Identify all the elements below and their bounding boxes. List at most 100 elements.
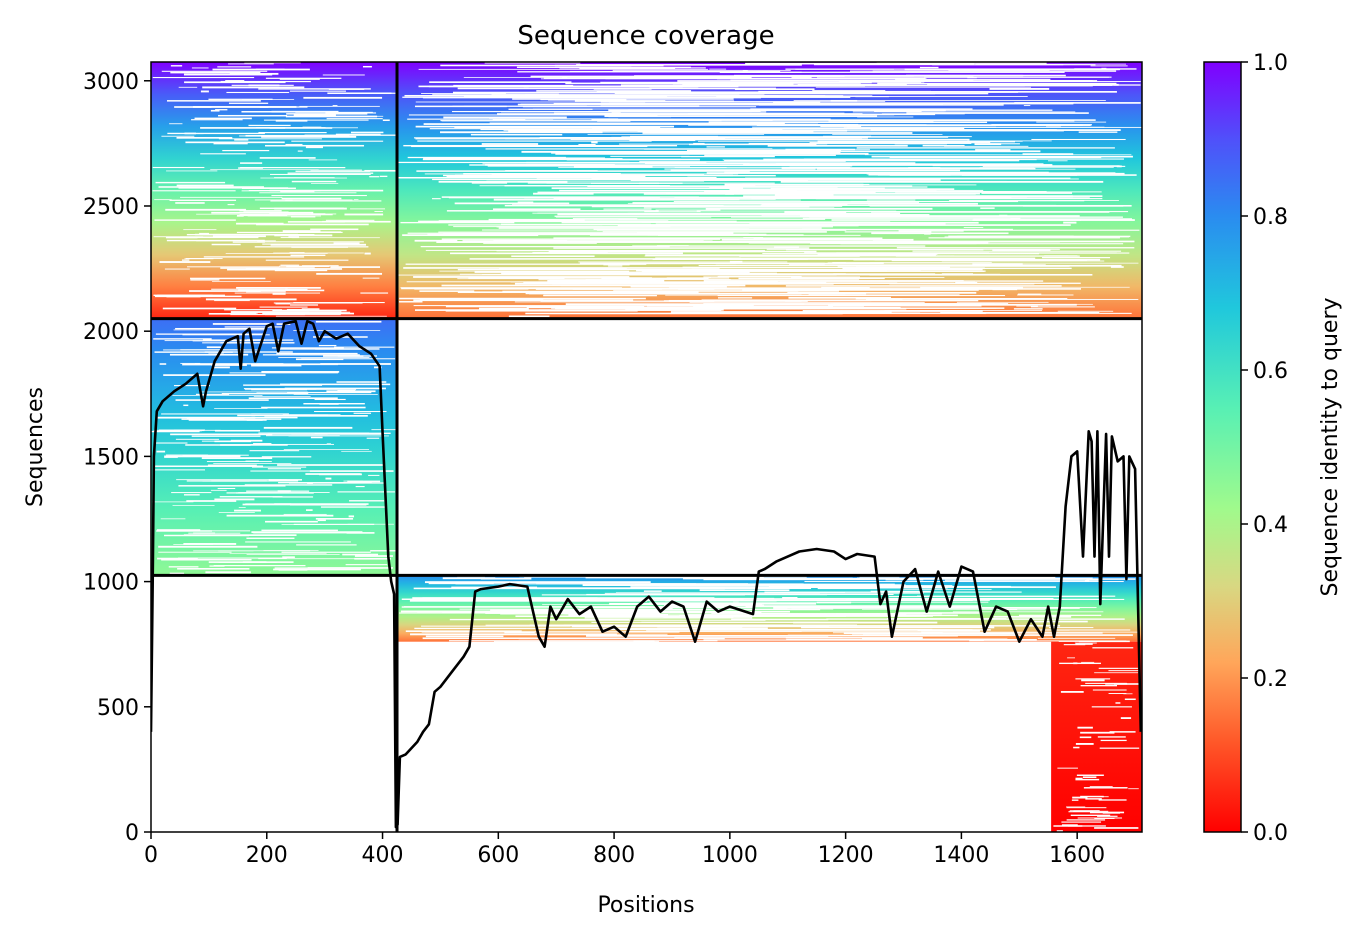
gap-stroke — [182, 454, 249, 456]
gap-stroke — [690, 282, 955, 284]
gap-stroke — [855, 298, 1068, 300]
gap-stroke — [154, 442, 188, 444]
gap-stroke — [646, 630, 980, 632]
gap-stroke — [488, 218, 585, 221]
gap-stroke — [446, 210, 659, 212]
gap-stroke — [1128, 788, 1139, 790]
gap-stroke — [407, 118, 554, 120]
gap-stroke — [205, 571, 251, 574]
gap-stroke — [259, 106, 269, 108]
gap-stroke — [405, 263, 647, 265]
gap-stroke — [303, 96, 383, 99]
gap-stroke — [566, 158, 700, 161]
gap-stroke — [963, 227, 984, 228]
gap-stroke — [1048, 160, 1068, 162]
gap-stroke — [270, 200, 382, 202]
gap-stroke — [165, 236, 198, 239]
gap-stroke — [279, 78, 320, 80]
gap-stroke — [255, 68, 285, 70]
gap-stroke — [261, 135, 357, 138]
gap-stroke — [274, 269, 328, 272]
gap-stroke — [675, 192, 980, 195]
gap-stroke — [226, 514, 334, 517]
gap-stroke — [229, 372, 339, 374]
gap-stroke — [1085, 798, 1102, 800]
gap-stroke — [297, 150, 303, 152]
gap-stroke — [362, 65, 372, 68]
gap-stroke — [354, 555, 393, 557]
gap-stroke — [232, 241, 265, 243]
gap-stroke — [1089, 786, 1113, 788]
gap-stroke — [1038, 629, 1131, 631]
gap-stroke — [532, 212, 799, 214]
gap-stroke — [935, 576, 1056, 579]
gap-stroke — [781, 166, 851, 169]
gap-stroke — [560, 285, 740, 287]
gap-stroke — [261, 406, 366, 409]
gap-stroke — [748, 142, 972, 144]
gap-stroke — [859, 576, 900, 578]
gap-stroke — [688, 113, 863, 115]
gap-stroke — [178, 187, 289, 189]
gap-stroke — [750, 605, 844, 608]
gap-stroke — [866, 172, 1125, 175]
gap-stroke — [535, 288, 715, 290]
gap-stroke — [1075, 777, 1083, 780]
gap-stroke — [787, 143, 828, 145]
gap-stroke — [190, 277, 266, 280]
gap-stroke — [836, 613, 886, 615]
gap-stroke — [886, 618, 1007, 620]
gap-stroke — [543, 294, 657, 297]
gap-stroke — [1061, 821, 1102, 823]
gap-stroke — [762, 203, 976, 205]
gap-stroke — [248, 124, 291, 127]
gap-stroke — [761, 214, 930, 216]
gap-stroke — [177, 568, 250, 570]
gap-stroke — [259, 306, 308, 308]
gap-stroke — [537, 191, 876, 194]
gap-stroke — [674, 637, 843, 639]
gap-stroke — [262, 354, 360, 356]
gap-stroke — [416, 170, 750, 172]
gap-stroke — [1067, 825, 1106, 827]
gap-stroke — [501, 111, 767, 113]
gap-stroke — [611, 112, 621, 114]
gap-stroke — [280, 264, 300, 266]
gap-stroke — [705, 207, 933, 210]
gap-stroke — [630, 586, 862, 588]
gap-stroke — [182, 334, 270, 336]
gap-stroke — [170, 433, 273, 436]
gap-stroke — [161, 70, 268, 72]
gap-stroke — [185, 141, 285, 144]
x-axis: 0 200 400 600 800 1000 1200 1400 1600 — [144, 832, 1105, 868]
gap-stroke — [156, 529, 201, 531]
gap-stroke — [151, 430, 200, 433]
gap-stroke — [325, 112, 346, 115]
gap-stroke — [618, 218, 826, 220]
gap-stroke — [267, 433, 383, 435]
gap-stroke — [538, 279, 664, 281]
gap-stroke — [974, 143, 1002, 146]
gap-stroke — [504, 632, 535, 634]
gap-stroke — [379, 175, 388, 178]
gap-stroke — [421, 93, 506, 94]
gap-stroke — [257, 241, 364, 243]
gap-stroke — [243, 211, 289, 213]
x-tick-label: 600 — [477, 843, 519, 868]
gap-stroke — [578, 261, 788, 263]
gap-stroke — [672, 311, 720, 314]
gap-stroke — [869, 273, 1093, 276]
gap-stroke — [991, 124, 1092, 126]
gap-stroke — [802, 217, 1021, 219]
gap-stroke — [217, 66, 252, 68]
gap-stroke — [319, 473, 362, 476]
gap-stroke — [204, 351, 293, 353]
gap-stroke — [224, 326, 285, 328]
gap-stroke — [664, 168, 816, 170]
gap-stroke — [821, 283, 1026, 285]
gap-stroke — [373, 366, 382, 369]
gap-stroke — [322, 74, 365, 76]
colorbar-tick-label: 1.0 — [1253, 51, 1288, 76]
gap-stroke — [686, 149, 842, 152]
gap-stroke — [291, 140, 384, 142]
